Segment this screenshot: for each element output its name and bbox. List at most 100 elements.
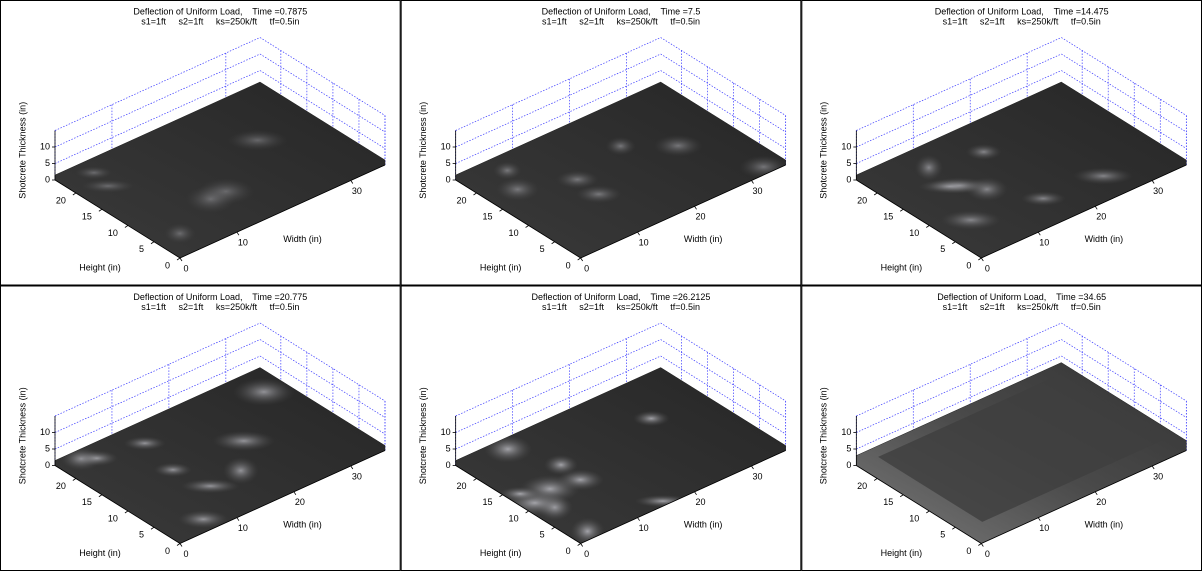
surface-highlight bbox=[154, 463, 192, 477]
tick-mark bbox=[1095, 206, 1097, 209]
x-tick-label: 10 bbox=[639, 238, 649, 248]
tick-mark bbox=[752, 466, 754, 469]
z-tick-label: 5 bbox=[446, 158, 451, 168]
surface-highlight bbox=[186, 185, 236, 213]
z-axis-label: Shotcrete Thickness (in) bbox=[819, 102, 829, 199]
z-tick-label: 10 bbox=[40, 427, 50, 437]
x-tick-label: 0 bbox=[183, 263, 188, 273]
x-axis-label: Width (in) bbox=[283, 519, 322, 529]
surface-highlight bbox=[81, 179, 134, 192]
z-tick-label: 5 bbox=[45, 443, 50, 453]
y-tick-label: 10 bbox=[108, 228, 118, 238]
surface-highlight bbox=[75, 166, 112, 179]
tick-mark bbox=[695, 492, 697, 495]
x-axis-label: Width (in) bbox=[684, 519, 723, 529]
x-tick-label: 20 bbox=[696, 497, 706, 507]
tick-mark bbox=[351, 466, 353, 469]
surface-highlight bbox=[212, 431, 275, 451]
tick-mark bbox=[99, 209, 102, 211]
x-tick-label: 20 bbox=[696, 212, 706, 222]
surface-highlight bbox=[915, 155, 943, 181]
y-tick-label: 5 bbox=[940, 244, 945, 254]
chart-title: Deflection of Uniform Load, Time =20.775 bbox=[133, 292, 307, 302]
z-tick-label: 0 bbox=[45, 174, 50, 184]
y-tick-label: 10 bbox=[108, 513, 118, 523]
x-tick-label: 10 bbox=[639, 523, 649, 533]
chart-subtitle: s1=1ft s2=1ft ks=250k/ft tf=0.5in bbox=[141, 16, 299, 26]
y-tick-label: 0 bbox=[966, 546, 971, 556]
y-tick-label: 15 bbox=[483, 212, 493, 222]
x-tick-label: 20 bbox=[1096, 212, 1106, 222]
surface-highlight bbox=[576, 185, 622, 203]
tick-mark bbox=[180, 258, 182, 261]
z-tick-label: 5 bbox=[45, 158, 50, 168]
tick-mark bbox=[926, 511, 929, 513]
surface-highlight bbox=[223, 457, 259, 484]
tick-mark bbox=[1095, 492, 1097, 495]
tick-mark bbox=[874, 479, 877, 481]
surface-highlight bbox=[178, 510, 228, 528]
z-tick-label: 0 bbox=[846, 460, 851, 470]
y-axis-label: Height (in) bbox=[881, 548, 923, 558]
surface-highlight bbox=[499, 487, 541, 501]
y-tick-label: 10 bbox=[909, 513, 919, 523]
tick-mark bbox=[900, 495, 903, 497]
z-tick-label: 10 bbox=[441, 141, 451, 151]
surface-highlight bbox=[654, 135, 703, 157]
surface-highlight bbox=[606, 137, 636, 155]
z-tick-label: 5 bbox=[446, 443, 451, 453]
x-axis-label: Width (in) bbox=[283, 234, 322, 244]
tick-mark bbox=[237, 232, 239, 235]
x-tick-label: 20 bbox=[1096, 497, 1106, 507]
surface-highlight bbox=[941, 211, 1001, 230]
y-tick-label: 5 bbox=[940, 530, 945, 540]
tick-mark bbox=[978, 544, 981, 546]
tick-mark bbox=[981, 258, 983, 261]
surface-highlight bbox=[966, 144, 1002, 160]
z-axis-label: Shotcrete Thickness (in) bbox=[819, 387, 829, 484]
x-tick-label: 0 bbox=[584, 549, 589, 559]
surface-highlight bbox=[76, 450, 118, 465]
x-tick-label: 10 bbox=[1039, 238, 1049, 248]
tick-mark bbox=[752, 181, 754, 184]
y-tick-label: 10 bbox=[509, 228, 519, 238]
x-tick-label: 30 bbox=[1153, 186, 1163, 196]
y-axis-label: Height (in) bbox=[79, 262, 121, 272]
z-tick-label: 0 bbox=[45, 460, 50, 470]
x-axis-label: Width (in) bbox=[1085, 519, 1124, 529]
y-tick-label: 0 bbox=[165, 546, 170, 556]
surface-highlight bbox=[635, 495, 691, 507]
z-tick-label: 10 bbox=[841, 427, 851, 437]
chart-subtitle: s1=1ft s2=1ft ks=250k/ft tf=0.5in bbox=[943, 302, 1101, 312]
tick-mark bbox=[578, 258, 581, 260]
chart-title: Deflection of Uniform Load, Time =0.7875 bbox=[133, 6, 307, 16]
y-tick-label: 20 bbox=[56, 481, 66, 491]
surface-highlight bbox=[633, 411, 670, 427]
tick-mark bbox=[526, 226, 529, 228]
z-tick-label: 10 bbox=[441, 427, 451, 437]
y-tick-label: 10 bbox=[909, 228, 919, 238]
y-axis-label: Height (in) bbox=[79, 548, 121, 558]
y-tick-label: 15 bbox=[883, 212, 893, 222]
z-tick-label: 5 bbox=[846, 158, 851, 168]
y-tick-label: 20 bbox=[456, 481, 466, 491]
y-axis-label: Height (in) bbox=[881, 262, 923, 272]
x-axis-label: Width (in) bbox=[684, 234, 723, 244]
chart-subtitle: s1=1ft s2=1ft ks=250k/ft tf=0.5in bbox=[943, 16, 1101, 26]
panel: Deflection of Uniform Load, Time =0.7875… bbox=[1, 1, 401, 286]
tick-mark bbox=[638, 518, 640, 521]
y-axis-label: Height (in) bbox=[480, 262, 522, 272]
panel: Deflection of Uniform Load, Time =26.212… bbox=[401, 286, 801, 571]
tick-mark bbox=[177, 258, 180, 260]
chart-title: Deflection of Uniform Load, Time =26.212… bbox=[532, 292, 711, 302]
y-tick-label: 0 bbox=[566, 546, 571, 556]
surface-highlight bbox=[164, 224, 195, 244]
tick-mark bbox=[294, 492, 296, 495]
surface-highlight bbox=[1021, 191, 1066, 205]
tick-mark bbox=[978, 258, 981, 260]
tick-mark bbox=[1038, 518, 1040, 521]
z-axis-label: Shotcrete Thickness (in) bbox=[17, 387, 27, 484]
x-tick-label: 30 bbox=[352, 186, 362, 196]
surface-highlight bbox=[484, 435, 532, 462]
x-axis-label: Width (in) bbox=[1085, 234, 1124, 244]
